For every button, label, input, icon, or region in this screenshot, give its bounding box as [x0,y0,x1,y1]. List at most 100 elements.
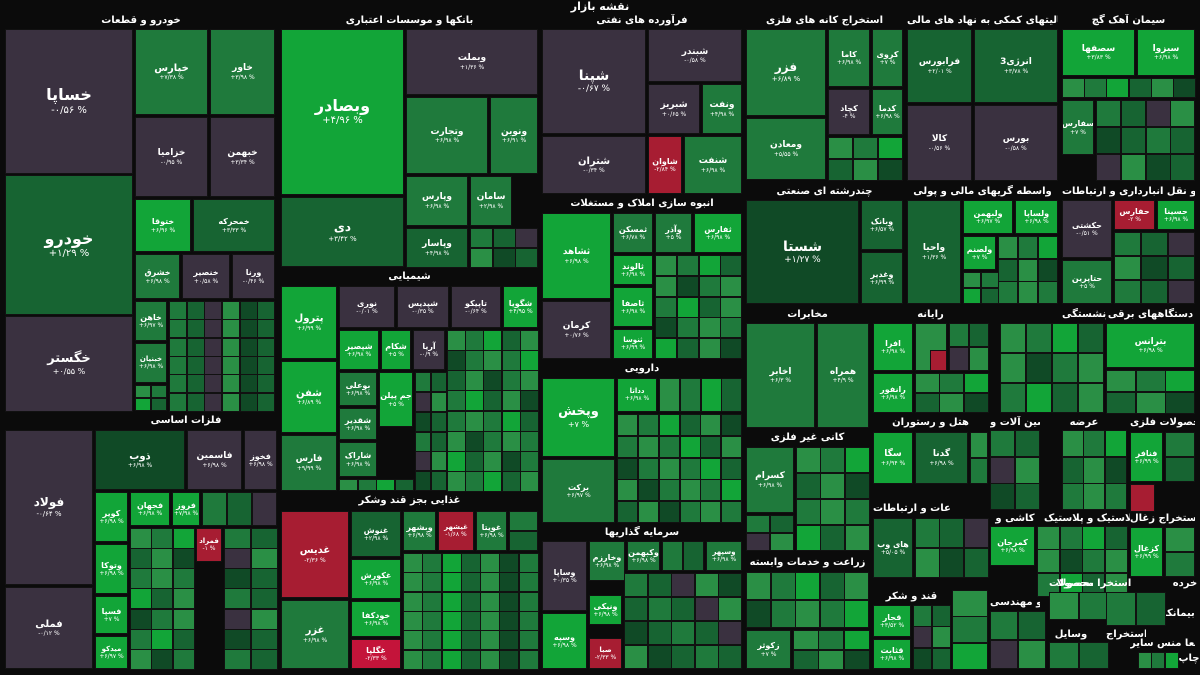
stock-tile[interactable] [502,431,521,452]
stock-tile[interactable] [1106,392,1136,414]
stock-tile[interactable] [480,650,500,670]
stock-tile[interactable] [1015,457,1040,484]
stock-tile[interactable] [981,288,999,304]
stock-tile[interactable] [1049,592,1079,620]
stock-tile[interactable] [1037,526,1060,550]
stock-tile[interactable] [1105,526,1128,550]
stock-tile[interactable] [224,568,251,589]
stock-tile[interactable] [659,414,680,436]
stock-tile[interactable] [1114,280,1141,304]
stock-tile[interactable] [795,572,820,600]
stock-tile[interactable] [939,548,964,578]
stock-tile[interactable]: شقدیر +۶/۹۸ % [339,408,377,440]
stock-tile[interactable] [1105,457,1127,484]
stock-tile[interactable] [913,648,932,670]
stock-tile[interactable] [1168,232,1195,256]
stock-tile[interactable] [1083,483,1105,510]
stock-tile[interactable] [648,597,672,621]
stock-tile[interactable]: کویر +۶/۹۸ % [95,492,128,542]
stock-tile[interactable] [251,548,278,569]
stock-tile[interactable] [793,650,819,670]
stock-tile[interactable]: ثنوسا +۶/۹۹ % [613,329,653,359]
stock-tile[interactable]: کدما +۶/۹۸ % [872,89,903,135]
stock-tile[interactable] [515,228,538,248]
stock-tile[interactable] [130,588,152,609]
stock-tile[interactable] [251,588,278,609]
stock-tile[interactable] [1146,100,1171,127]
stock-tile[interactable] [240,319,258,338]
stock-tile[interactable]: دداتا +۶/۹۸ % [617,378,657,412]
stock-tile[interactable] [1165,432,1195,457]
stock-tile[interactable] [502,451,521,472]
stock-tile[interactable] [519,572,539,592]
stock-tile[interactable] [515,248,538,268]
stock-tile[interactable] [499,611,519,631]
stock-tile[interactable]: حتاپرین +۵ % [1062,260,1112,304]
stock-tile[interactable] [793,630,819,650]
stock-tile[interactable] [932,626,951,648]
stock-tile[interactable] [963,288,981,304]
stock-tile[interactable] [844,600,869,628]
stock-tile[interactable] [173,568,195,589]
stock-tile[interactable]: وسپه +۶/۹۸ % [542,613,587,669]
stock-tile[interactable] [240,393,258,412]
stock-tile[interactable] [173,588,195,609]
stock-tile[interactable] [483,471,502,492]
stock-tile[interactable] [1170,100,1195,127]
stock-tile[interactable] [1000,383,1026,413]
stock-tile[interactable] [251,528,278,549]
stock-tile[interactable]: وساپا +۰/۳۵ % [542,541,587,611]
stock-tile[interactable] [483,451,502,472]
stock-tile[interactable] [483,330,502,351]
stock-tile[interactable] [1018,611,1046,640]
stock-tile[interactable] [915,518,940,548]
stock-tile[interactable] [998,236,1018,259]
stock-tile[interactable] [1168,280,1195,304]
stock-tile[interactable]: شکام +۵ % [381,330,411,370]
stock-tile[interactable]: وآذر +۵ % [655,213,692,253]
stock-tile[interactable] [204,393,222,412]
stock-tile[interactable] [173,528,195,549]
stock-tile[interactable] [480,611,500,631]
stock-tile[interactable] [700,458,721,480]
stock-tile[interactable] [1026,383,1052,413]
stock-tile[interactable] [796,473,821,499]
stock-tile[interactable]: فسپا +۷ % [95,596,128,634]
stock-tile[interactable] [624,573,648,597]
stock-tile[interactable] [655,297,677,318]
stock-tile[interactable] [465,471,484,492]
stock-tile[interactable] [431,471,447,491]
stock-tile[interactable] [720,297,742,318]
stock-tile[interactable] [442,592,462,612]
stock-tile[interactable] [1136,370,1166,392]
stock-tile[interactable] [659,436,680,458]
stock-tile[interactable] [617,414,638,436]
stock-tile[interactable]: خزامیا -۰/۹۵ % [135,117,208,197]
stock-tile[interactable]: صبا -۲/۳۳ % [589,638,622,669]
stock-tile[interactable] [680,436,701,458]
stock-tile[interactable] [520,471,539,492]
stock-tile[interactable]: خگستر +۰/۵۵ % [5,316,133,412]
stock-tile[interactable] [677,255,699,276]
stock-tile[interactable] [252,492,277,526]
stock-tile[interactable] [169,338,187,357]
stock-tile[interactable] [617,458,638,480]
stock-tile[interactable] [461,650,481,670]
stock-tile[interactable] [677,297,699,318]
stock-tile[interactable]: خشرق +۶/۹۸ % [135,254,180,299]
stock-tile[interactable]: همراه +۴/۹ % [817,323,869,428]
stock-tile[interactable]: غدیس -۲/۳۶ % [281,511,349,598]
stock-tile[interactable] [695,597,719,621]
stock-tile[interactable] [699,255,721,276]
stock-tile[interactable] [915,548,940,578]
stock-tile[interactable] [1062,483,1084,510]
stock-tile[interactable] [701,378,722,412]
stock-tile[interactable] [151,609,173,630]
stock-tile[interactable]: گدنا +۶/۹۸ % [915,432,968,484]
stock-tile[interactable] [1106,370,1136,392]
stock-tile[interactable] [1038,236,1058,259]
stock-tile[interactable] [204,301,222,320]
stock-tile[interactable] [415,471,431,491]
stock-tile[interactable]: شاراک +۶/۹۸ % [339,442,377,477]
stock-tile[interactable] [721,414,742,436]
